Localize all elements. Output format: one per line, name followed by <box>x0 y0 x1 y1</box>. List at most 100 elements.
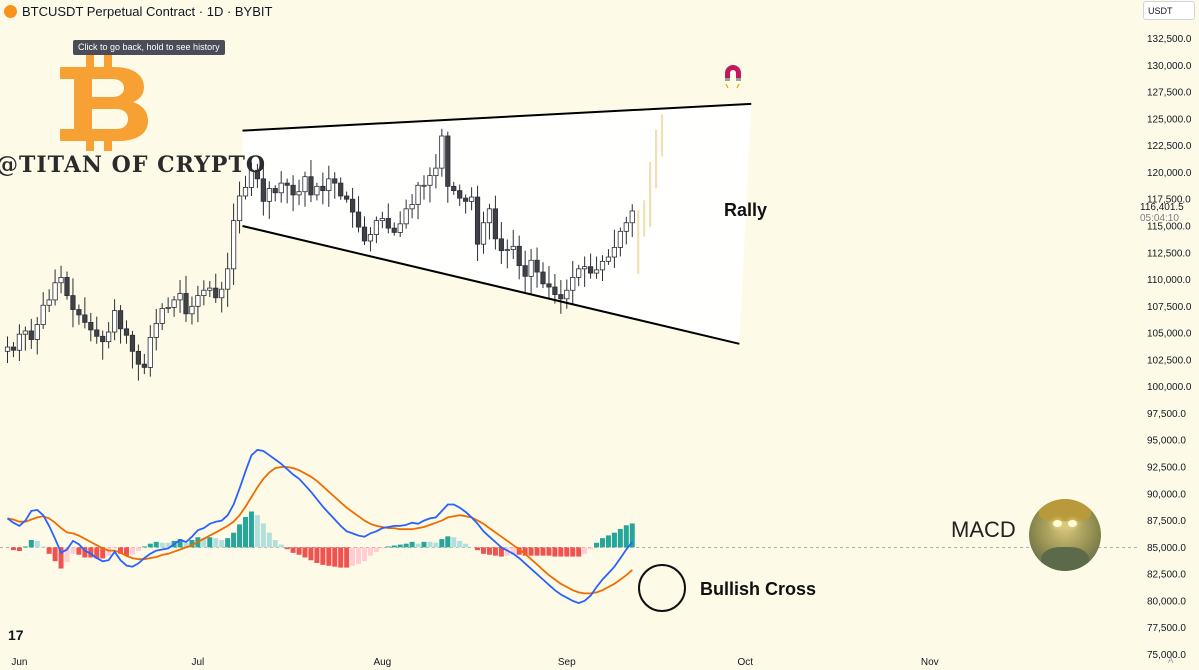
candle-body <box>278 182 284 194</box>
macd-annotation: MACD <box>951 517 1016 542</box>
candle-body <box>421 184 427 187</box>
histogram-bar <box>237 524 243 548</box>
histogram-bar <box>290 547 296 553</box>
candle-body <box>498 238 504 252</box>
candle-body <box>88 321 94 331</box>
candle-body <box>611 247 618 258</box>
current-price-label: 116,401.5 05:04:10 <box>1140 202 1198 224</box>
histogram-bar <box>278 544 284 548</box>
histogram-bar <box>445 536 451 548</box>
candle-body <box>373 220 380 235</box>
candle-body <box>433 167 439 177</box>
chart-header[interactable]: BTCUSDT Perpetual Contract · 1D · BYBIT <box>4 3 272 19</box>
histogram-bar <box>486 547 492 555</box>
y-tick-label: 85,000.0 <box>1147 543 1186 554</box>
candle-body <box>570 277 576 291</box>
candle-body <box>599 260 606 271</box>
candle-body <box>22 330 28 335</box>
histogram-bar <box>213 538 219 548</box>
histogram-bar <box>403 543 409 548</box>
candle-body <box>183 293 189 315</box>
y-tick-label: 97,500.0 <box>1147 409 1186 420</box>
bullish-cross-circle <box>638 564 686 612</box>
histogram-bar <box>201 538 207 548</box>
magnet-icon <box>725 65 741 89</box>
candle-body <box>397 223 403 233</box>
candle-body <box>171 299 177 308</box>
y-tick-label: 107,500.0 <box>1147 302 1192 313</box>
histogram-bar <box>373 547 379 552</box>
histogram-bar <box>397 544 403 548</box>
bullish-cross-annotation: Bullish Cross <box>700 579 817 599</box>
histogram-bar <box>308 547 314 561</box>
x-tick-label: Jul <box>192 657 205 668</box>
histogram-bar <box>159 542 165 548</box>
candle-body <box>10 346 17 351</box>
trendlines[interactable] <box>242 102 752 345</box>
candlesticks[interactable] <box>4 128 635 381</box>
histogram-bar <box>350 547 356 566</box>
histogram-bar <box>254 515 260 548</box>
histogram-bar <box>623 525 629 548</box>
histogram-bar <box>135 547 141 552</box>
candle-body <box>141 363 147 368</box>
histogram-bar <box>64 547 70 563</box>
histogram-bar <box>385 546 391 548</box>
histogram-bar <box>58 547 64 569</box>
price-axis[interactable]: 132,500.0 130,000.0 127,500.0 125,000.0 122,… <box>1147 34 1192 661</box>
auto-scale-button[interactable]: A <box>1168 656 1174 665</box>
candle-body <box>367 234 374 242</box>
projected-path <box>637 114 664 275</box>
y-tick-label: 77,500.0 <box>1147 623 1186 634</box>
histogram-bar <box>40 546 46 548</box>
candle-body <box>76 309 82 316</box>
candle-body <box>451 185 457 192</box>
histogram-bar <box>219 540 225 548</box>
candle-body <box>266 188 272 202</box>
candle-body <box>463 197 469 202</box>
histogram-bar <box>34 540 40 548</box>
tradingview-logo-icon[interactable]: 17 <box>8 627 24 643</box>
histogram-bar <box>600 538 605 548</box>
watermark-text: @TITAN OF CRYPTO <box>0 152 267 178</box>
candle-body <box>302 176 308 193</box>
histogram-bar <box>576 547 582 557</box>
histogram-bar <box>82 547 88 558</box>
histogram-bar <box>463 543 469 548</box>
candle-body <box>474 196 481 245</box>
candle-body <box>361 226 368 242</box>
candle-body <box>4 346 11 352</box>
candle-body <box>284 182 290 186</box>
macd-line <box>6 448 634 605</box>
candle-body <box>106 331 112 343</box>
histogram-bar <box>379 547 385 549</box>
histogram-bar <box>124 547 129 556</box>
candle-body <box>605 256 612 262</box>
rally-annotation: Rally <box>724 200 768 220</box>
time-axis[interactable]: Jun Jul Aug Sep Oct Nov <box>11 657 938 668</box>
histogram-bar <box>76 547 82 555</box>
histogram-bar <box>344 547 350 568</box>
candle-body <box>409 204 415 210</box>
histogram-bar <box>112 547 118 549</box>
candle-body <box>70 295 76 310</box>
histogram-bar <box>605 535 611 548</box>
histogram-bar <box>457 540 463 548</box>
histogram-bar <box>22 546 28 548</box>
histogram-bar <box>582 547 588 554</box>
candle-body <box>201 289 207 297</box>
candle-body <box>64 277 70 297</box>
candle-body <box>522 265 528 277</box>
candle-body <box>552 286 558 295</box>
candle-body <box>528 259 534 277</box>
signal-path <box>7 466 633 595</box>
symbol-title[interactable]: BTCUSDT Perpetual Contract · 1D · BYBIT <box>22 3 273 19</box>
y-tick-label: 92,500.0 <box>1147 463 1186 474</box>
candle-body <box>153 323 159 338</box>
candle-body <box>332 178 338 184</box>
currency-selector[interactable]: USDT <box>1143 1 1195 20</box>
macd-histogram <box>10 511 635 569</box>
y-tick-label: 115,000.0 <box>1147 221 1191 232</box>
candle-body <box>617 230 623 248</box>
